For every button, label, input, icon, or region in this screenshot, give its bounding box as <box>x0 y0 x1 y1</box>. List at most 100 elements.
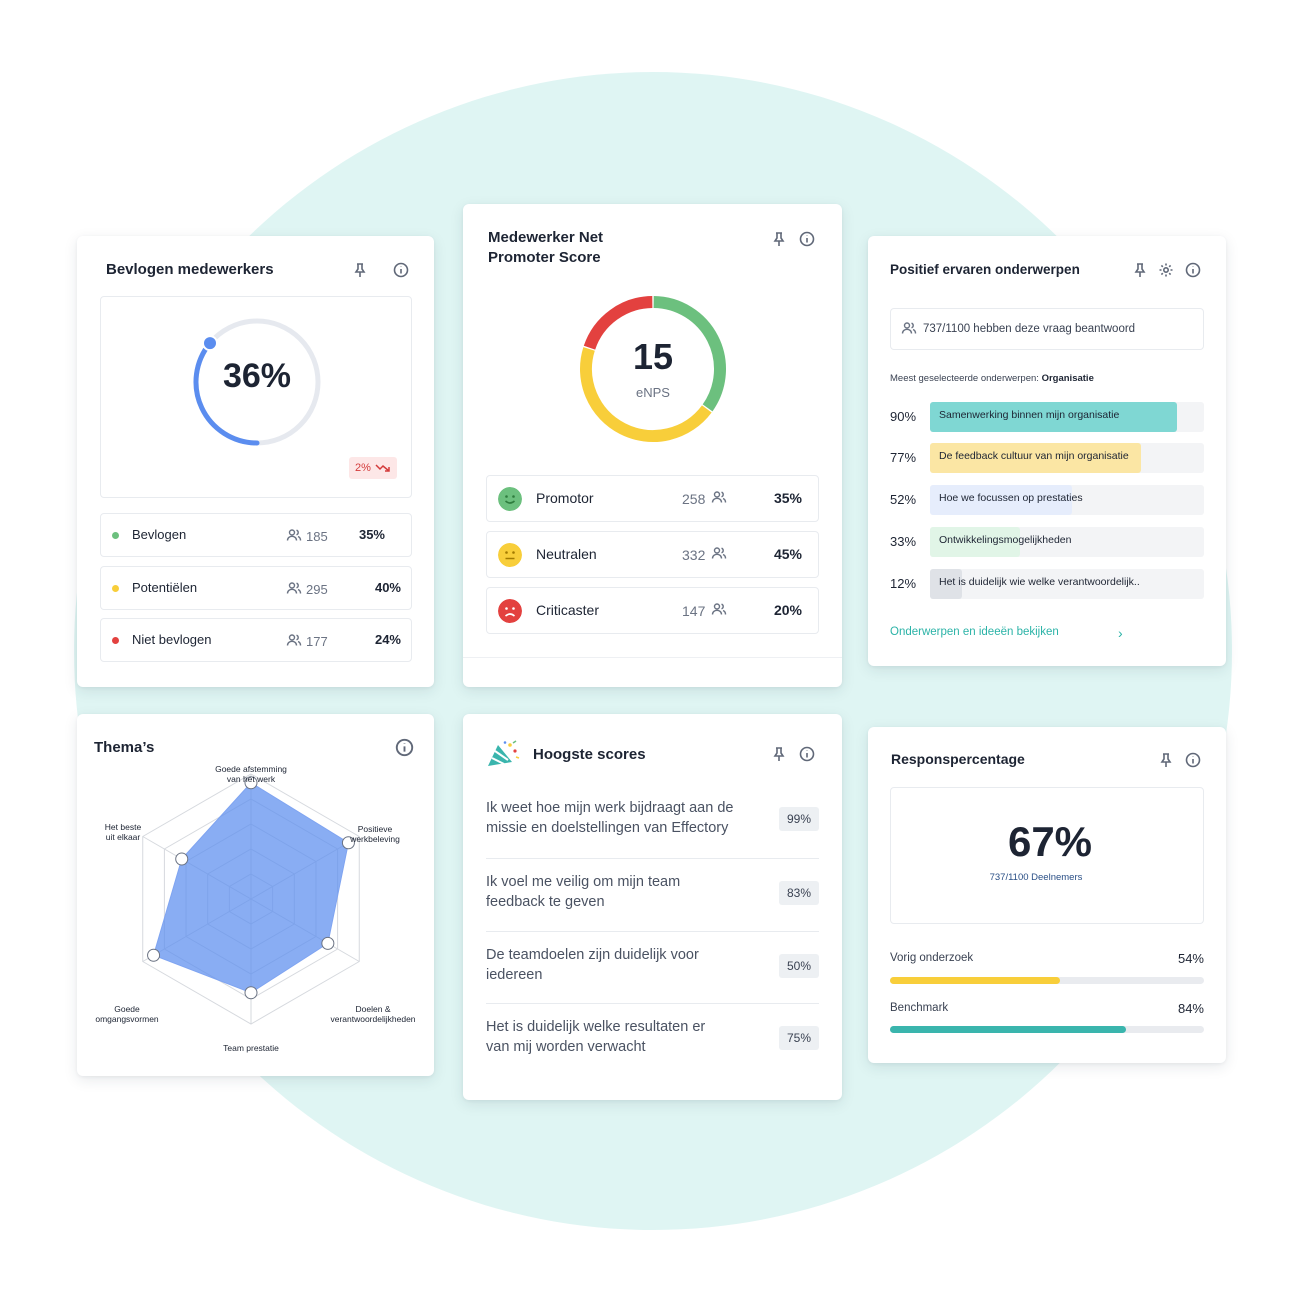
question-text: Het is duidelijk welke resultaten er van … <box>486 1017 761 1057</box>
separator <box>486 1003 819 1004</box>
score-badge: 50% <box>779 954 819 978</box>
donut-segment <box>580 347 712 442</box>
radar-axis-label: Doelen & verantwoordelijkheden <box>313 1004 433 1024</box>
pin-icon[interactable] <box>771 746 787 762</box>
question-line2: missie en doelstellingen van Effectory <box>486 820 729 836</box>
status-dot <box>112 585 119 592</box>
topic-label: Het is duidelijk wie welke verantwoordel… <box>939 576 1140 588</box>
info-icon[interactable] <box>395 738 414 757</box>
enps-row: Criticaster 147 20% <box>486 587 819 634</box>
score-badge: 75% <box>779 1026 819 1050</box>
topic-bar-fill <box>930 485 1073 515</box>
view-topics-link[interactable]: Onderwerpen en ideeën bekijken <box>890 626 1059 638</box>
people-icon <box>711 602 727 619</box>
enps-row: Neutralen 332 45% <box>486 531 819 578</box>
engagement-gauge-panel: 36% 2% <box>100 296 412 498</box>
radar-data-point[interactable] <box>321 936 335 950</box>
comparison-percentage: 84% <box>1177 1001 1204 1016</box>
topic-percentage: 52% <box>890 492 917 507</box>
question-text: De teamdoelen zijn duidelijk voor iederee… <box>486 945 761 985</box>
card-title: Medewerker Net Promoter Score <box>488 228 603 268</box>
response-rate-card: Responspercentage 67% 737/1100 Deelnemer… <box>868 727 1226 1063</box>
pin-icon[interactable] <box>352 262 368 278</box>
row-count-value: 177 <box>306 634 328 649</box>
topic-row[interactable]: 52% Hoe we focussen op prestaties <box>890 485 1204 515</box>
radar-data-point[interactable] <box>244 776 258 790</box>
info-icon[interactable] <box>1185 262 1201 278</box>
radar-axis-label-line1: Team prestatie <box>223 1043 279 1053</box>
row-count: 332 <box>682 546 727 563</box>
topic-percentage: 12% <box>890 576 917 591</box>
row-count: 185 <box>286 528 328 545</box>
topic-bar-fill <box>930 402 1177 432</box>
enps-row: Promotor 258 35% <box>486 475 819 522</box>
themes-card: Thema’s Goede afstemming van het werk Posi… <box>77 714 434 1076</box>
row-percentage: 35% <box>358 527 385 542</box>
info-icon[interactable] <box>799 231 815 247</box>
radar-data-point[interactable] <box>147 948 161 962</box>
pin-icon[interactable] <box>1158 752 1174 768</box>
topic-bar-fill <box>930 527 1021 557</box>
status-dot <box>112 532 119 539</box>
radar-axis-label-line1: Positieve <box>357 824 393 834</box>
question-line1: Ik voel me veilig om mijn team <box>486 874 681 890</box>
answered-text: 737/1100 hebben deze vraag beantwoord <box>923 323 1136 335</box>
people-icon <box>711 546 727 563</box>
pin-icon[interactable] <box>1132 262 1148 278</box>
chevron-right-icon[interactable]: › <box>1118 625 1123 641</box>
radar-axis-label-line2: werkbeleving <box>350 834 400 844</box>
answered-count-box: 737/1100 hebben deze vraag beantwoord <box>890 308 1204 350</box>
card-title: Thema’s <box>94 739 155 756</box>
score-badge: 99% <box>779 807 819 831</box>
row-label: Neutralen <box>536 546 597 562</box>
row-count-value: 185 <box>306 529 328 544</box>
top-score-item: De teamdoelen zijn duidelijk voor iederee… <box>486 945 819 991</box>
topic-row[interactable]: 77% De feedback cultuur van mijn organisa… <box>890 443 1204 473</box>
radar-axis-label-line1: Goede <box>114 1004 140 1014</box>
top-score-item: Het is duidelijk welke resultaten er van … <box>486 1017 819 1063</box>
radar-data-point[interactable] <box>341 836 355 850</box>
question-text: Ik voel me veilig om mijn team feedback t… <box>486 872 761 912</box>
radar-axis-label-line2: verantwoordelijkheden <box>330 1014 416 1024</box>
info-icon[interactable] <box>1185 752 1201 768</box>
radar-data-point[interactable] <box>244 986 258 1000</box>
radar-data-area <box>152 782 349 994</box>
question-line1: De teamdoelen zijn duidelijk voor <box>486 947 699 963</box>
people-icon <box>901 321 917 338</box>
radar-axis-label-line2: uit elkaar <box>105 832 141 842</box>
engagement-row: Niet bevlogen 177 24% <box>100 618 412 662</box>
people-icon <box>286 633 302 650</box>
enps-donut-chart <box>580 296 726 442</box>
topic-row[interactable]: 12% Het is duidelijk wie welke verantwoor… <box>890 569 1204 599</box>
radar-axis-label-line1: Het beste <box>104 822 142 832</box>
question-line1: Ik weet hoe mijn werk bijdraagt aan de <box>486 800 734 816</box>
party-popper-icon <box>488 740 520 766</box>
engagement-row: Bevlogen 185 35% <box>100 513 412 557</box>
separator <box>486 858 819 859</box>
info-icon[interactable] <box>799 746 815 762</box>
radar-axis-label: Positieve werkbeleving <box>335 824 415 844</box>
row-label: Criticaster <box>536 602 600 618</box>
donut-segment <box>653 296 726 412</box>
topic-bar-fill <box>930 569 962 599</box>
topic-row[interactable]: 33% Ontwikkelingsmogelijkheden <box>890 527 1204 557</box>
row-percentage: 45% <box>773 546 802 562</box>
card-footer-divider <box>463 657 842 658</box>
radar-axis-label-line1: Doelen & <box>355 1004 391 1014</box>
comparison-bar-track <box>890 1026 1204 1033</box>
pin-icon[interactable] <box>771 231 787 247</box>
gear-icon[interactable] <box>1158 262 1174 278</box>
engaged-employees-card: Bevlogen medewerkers 36% 2% Bevlogen 185 3… <box>77 236 434 687</box>
top-score-item: Ik voel me veilig om mijn team feedback t… <box>486 872 819 918</box>
topic-row[interactable]: 90% Samenwerking binnen mijn organisatie <box>890 402 1204 432</box>
radar-axis-label: Goede omgangsvormen <box>77 1004 177 1024</box>
row-percentage: 40% <box>374 580 401 595</box>
info-icon[interactable] <box>393 262 409 278</box>
card-title-line2: Promoter Score <box>488 249 601 266</box>
card-title-line1: Medewerker Net <box>488 229 604 246</box>
radar-data-point[interactable] <box>175 852 189 866</box>
smiley-happy-icon <box>498 487 522 511</box>
score-badge: 83% <box>779 881 819 905</box>
comparison-label: Vorig onderzoek <box>890 952 974 964</box>
question-text: Ik weet hoe mijn werk bijdraagt aan de mi… <box>486 798 761 838</box>
